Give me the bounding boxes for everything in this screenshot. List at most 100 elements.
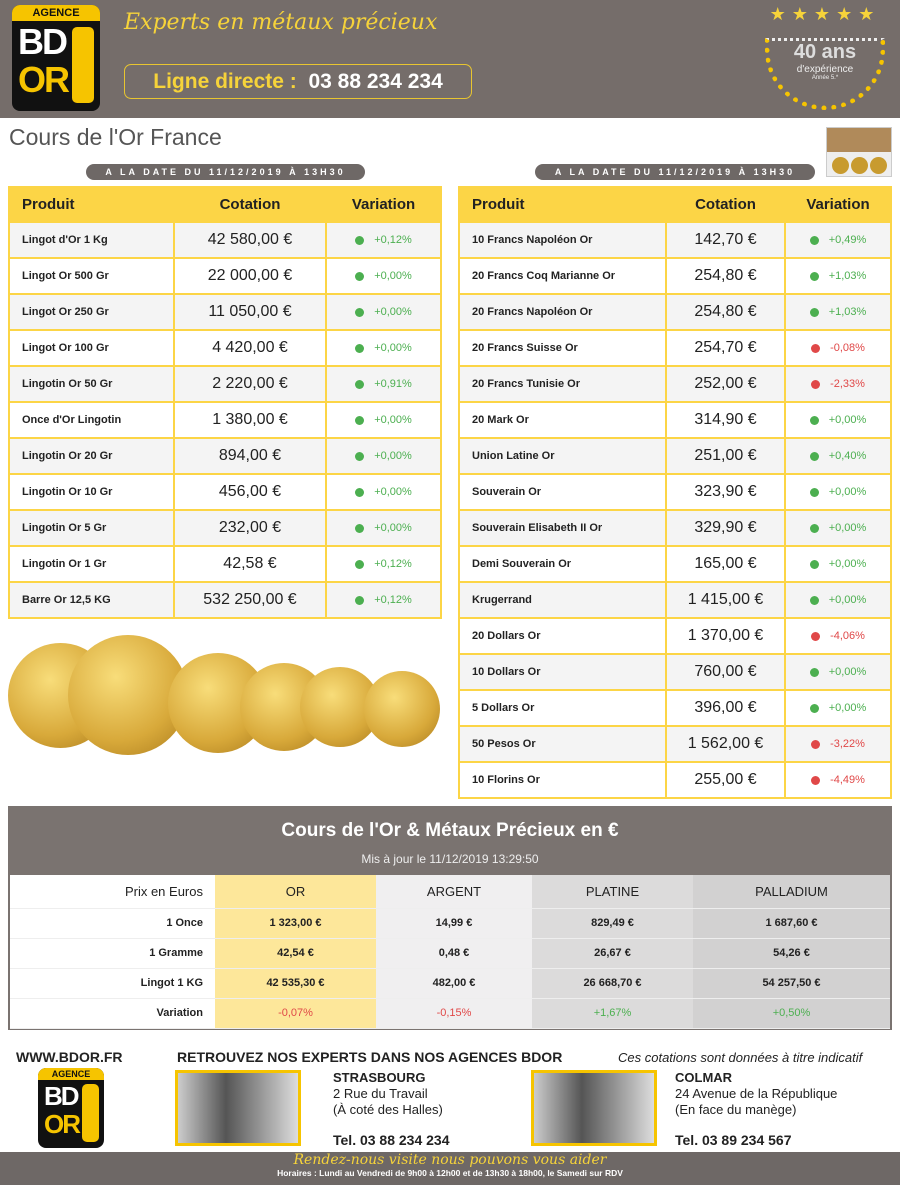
up-dot-icon (355, 487, 365, 497)
quote-value: 2 220,00 € (173, 365, 327, 403)
up-dot-icon (809, 523, 819, 533)
logo-bd-text: BD (44, 1081, 80, 1111)
quote-value: 255,00 € (665, 761, 786, 799)
metals-cell: 1 323,00 € (215, 908, 376, 939)
up-dot-icon (809, 271, 819, 281)
direct-line-button[interactable]: Ligne directe : 03 88 234 234 (124, 64, 472, 99)
product-name: 10 Florins Or (458, 761, 667, 799)
quote-value: 232,00 € (173, 509, 327, 547)
col-variation: Variation (784, 186, 892, 223)
product-name: Souverain Or (458, 473, 667, 511)
agency-strasbourg: STRASBOURG 2 Rue du Travail (À coté des … (333, 1070, 450, 1148)
logo-bar-icon (72, 27, 94, 103)
table-row: Lingotin Or 5 Gr 232,00 € +0,00% (8, 509, 442, 547)
variation-value: -3,22% (830, 738, 865, 750)
metals-title: Cours de l'Or & Métaux Précieux en € (281, 820, 619, 841)
strasbourg-shop-photo (175, 1070, 301, 1146)
slogan: Rendez-nous visite nous pouvons vous aid… (293, 1152, 607, 1168)
agency-address-note: (En face du manège) (675, 1102, 797, 1117)
agency-phone[interactable]: Tel. 03 88 234 234 (333, 1132, 450, 1148)
metals-row: Variation -0,07% -0,15% +1,67% +0,50% (10, 998, 890, 1029)
header: AGENCE BD OR Experts en métaux précieux … (0, 0, 900, 118)
quote-value: 314,90 € (665, 401, 786, 439)
website-link[interactable]: WWW.BDOR.FR (16, 1049, 123, 1065)
table-row: Lingot d'Or 1 Kg 42 580,00 € +0,12% (8, 221, 442, 259)
metals-cell: 42,54 € (215, 938, 376, 969)
product-name: Krugerrand (458, 581, 667, 619)
quote-value: 142,70 € (665, 221, 786, 259)
table-row: Lingotin Or 50 Gr 2 220,00 € +0,91% (8, 365, 442, 403)
metals-cell: +1,67% (532, 998, 693, 1029)
metals-cell: 54,26 € (693, 938, 890, 969)
variation-value: +0,00% (828, 666, 867, 678)
metals-table: Prix en Euros OR ARGENT PLATINE PALLADIUM 1 O… (10, 875, 890, 1029)
variation-value: -2,33% (830, 378, 865, 390)
table-row: 10 Francs Napoléon Or 142,70 € +0,49% (458, 221, 892, 259)
bdor-logo[interactable]: AGENCE BD OR (12, 5, 100, 111)
table-row: 20 Francs Suisse Or 254,70 € -0,08% (458, 329, 892, 367)
product-name: 5 Dollars Or (458, 689, 667, 727)
down-dot-icon (811, 775, 821, 785)
coins-thumbnail-image[interactable] (826, 127, 892, 177)
product-name: Souverain Elisabeth II Or (458, 509, 667, 547)
variation-value: -0,08% (830, 342, 865, 354)
metals-cell: -0,15% (376, 998, 532, 1029)
footer-bar: Rendez-nous visite nous pouvons vous aid… (0, 1152, 900, 1185)
up-dot-icon (809, 415, 819, 425)
agency-city: COLMAR (675, 1070, 733, 1085)
quote-value: 251,00 € (665, 437, 786, 475)
metals-cell: 42 535,30 € (215, 968, 376, 999)
product-name: Lingot Or 250 Gr (8, 293, 175, 331)
quote-value: 4 420,00 € (173, 329, 327, 367)
coins-quotes-table: Produit Cotation Variation 10 Francs Napol… (458, 186, 892, 799)
metals-cell: Variation (10, 998, 215, 1029)
metals-updated: Mis à jour le 11/12/2019 13:29:50 (361, 852, 539, 866)
page-title: Cours de l'Or France (9, 124, 222, 150)
product-name: 10 Dollars Or (458, 653, 667, 691)
product-name: Lingot Or 500 Gr (8, 257, 175, 295)
variation-value: +1,03% (828, 270, 867, 282)
logo-agence-text: AGENCE (12, 5, 100, 21)
up-dot-icon (809, 559, 819, 569)
metals-cell: 0,48 € (376, 938, 532, 969)
metals-header-row: Prix en Euros OR ARGENT PLATINE PALLADIUM (10, 875, 890, 909)
logo-or-text: OR (44, 1109, 81, 1139)
variation-value: +0,00% (374, 306, 412, 318)
product-name: Union Latine Or (458, 437, 667, 475)
product-name: Once d'Or Lingotin (8, 401, 175, 439)
product-name: 20 Mark Or (458, 401, 667, 439)
quote-value: 254,80 € (665, 293, 786, 331)
metals-cell: 54 257,50 € (693, 968, 890, 999)
opening-hours: Horaires : Lundi au Vendredi de 9h00 à 1… (277, 1168, 623, 1178)
table-row: Lingotin Or 10 Gr 456,00 € +0,00% (8, 473, 442, 511)
product-name: 10 Francs Napoléon Or (458, 221, 667, 259)
agency-phone[interactable]: Tel. 03 89 234 567 (675, 1132, 792, 1148)
table-row: Once d'Or Lingotin 1 380,00 € +0,00% (8, 401, 442, 439)
table-row: Barre Or 12,5 KG 532 250,00 € +0,12% (8, 581, 442, 619)
table-row: 10 Dollars Or 760,00 € +0,00% (458, 653, 892, 691)
down-dot-icon (811, 631, 821, 641)
up-dot-icon (355, 559, 365, 569)
quote-value: 1 370,00 € (665, 617, 786, 655)
tagline: Experts en métaux précieux (124, 10, 438, 35)
agency-city: STRASBOURG (333, 1070, 426, 1085)
product-name: Lingot d'Or 1 Kg (8, 221, 175, 259)
quote-value: 22 000,00 € (173, 257, 327, 295)
table-row: Souverain Or 323,90 € +0,00% (458, 473, 892, 511)
laurel-wreath-icon (765, 38, 885, 110)
product-name: Demi Souverain Or (458, 545, 667, 583)
agency-address: 24 Avenue de la République (675, 1086, 838, 1101)
table-row: Lingotin Or 1 Gr 42,58 € +0,12% (8, 545, 442, 583)
up-dot-icon (809, 487, 819, 497)
variation-value: +0,00% (828, 486, 867, 498)
quote-value: 396,00 € (665, 689, 786, 727)
down-dot-icon (811, 379, 821, 389)
table-row: 10 Florins Or 255,00 € -4,49% (458, 761, 892, 799)
quote-value: 165,00 € (665, 545, 786, 583)
variation-value: +0,12% (374, 234, 412, 246)
quote-value: 894,00 € (173, 437, 327, 475)
col-variation: Variation (325, 186, 442, 223)
down-dot-icon (811, 739, 821, 749)
product-name: 20 Francs Coq Marianne Or (458, 257, 667, 295)
quote-value: 1 562,00 € (665, 725, 786, 763)
